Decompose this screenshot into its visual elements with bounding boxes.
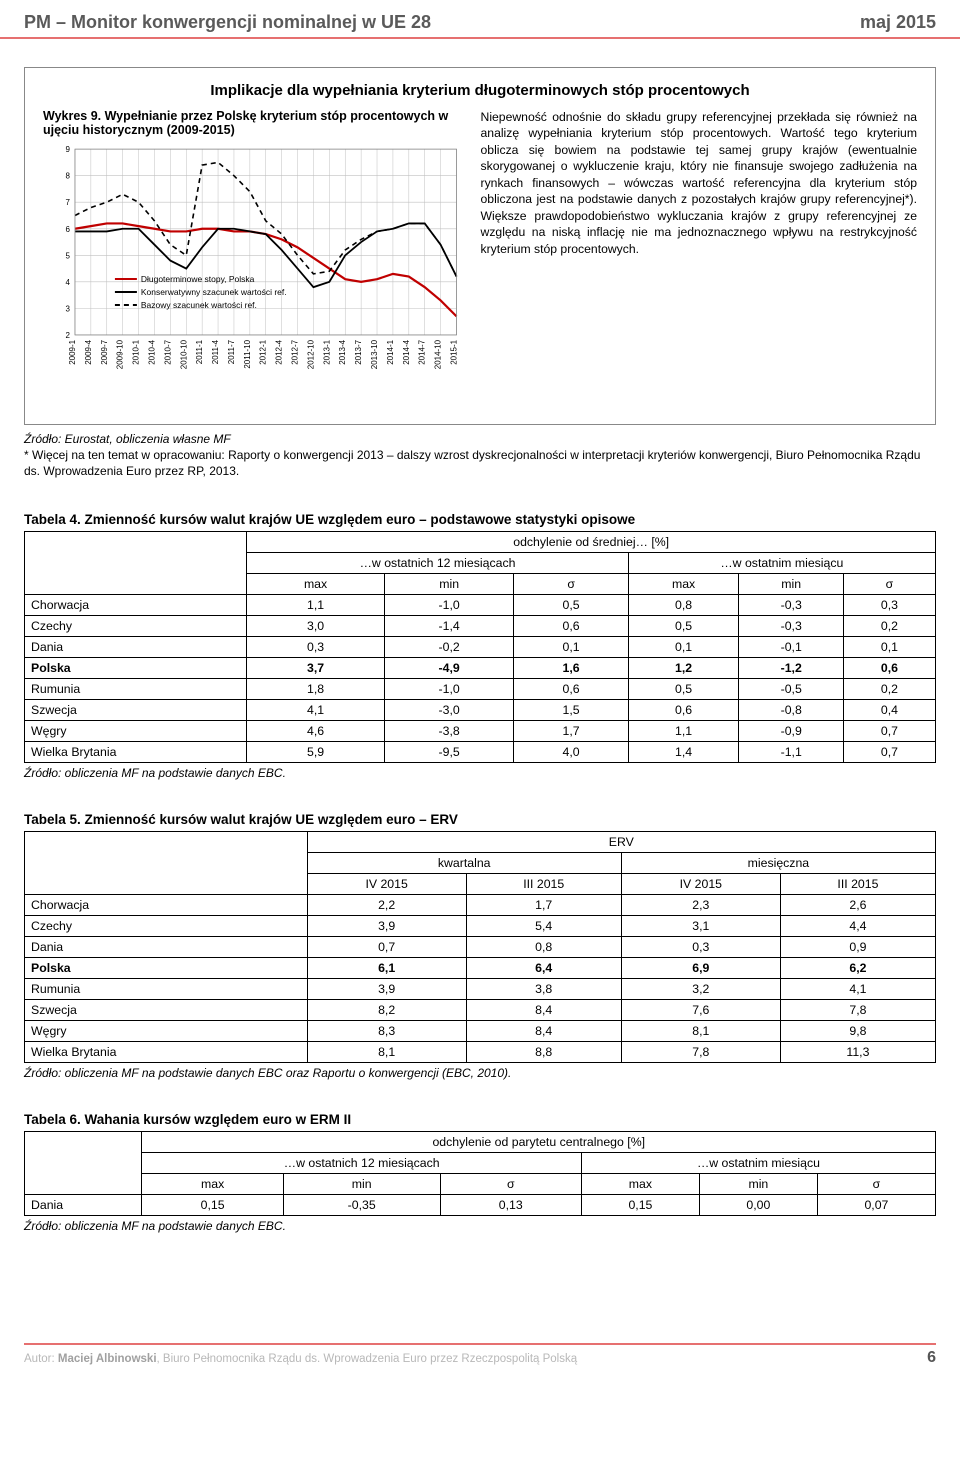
svg-text:2010-10: 2010-10 [179, 339, 188, 369]
svg-text:Bazowy szacunek wartości ref.: Bazowy szacunek wartości ref. [141, 300, 257, 310]
page-footer: Autor: Maciej Albinowski, Biuro Pełnomoc… [0, 1343, 960, 1381]
svg-text:2012-7: 2012-7 [291, 339, 300, 364]
table6: odchylenie od parytetu centralnego [%]…w… [24, 1131, 936, 1216]
footer-suffix: , Biuro Pełnomocnika Rządu ds. Wprowadze… [157, 1353, 578, 1365]
table5: ERVkwartalnamiesięcznaIV 2015III 2015IV … [24, 831, 936, 1063]
line-chart: 2 3 4 5 6 7 8 9 2009-1 2009-4 2009-7 2009-10 2010-1 2… [43, 143, 463, 403]
page-header: PM – Monitor konwergencji nominalnej w U… [0, 0, 960, 39]
svg-text:Konserwatywny szacunek wartośc: Konserwatywny szacunek wartości ref. [141, 287, 287, 297]
chart-caption: Wykres 9. Wypełnianie przez Polskę kryte… [43, 109, 463, 137]
svg-text:7: 7 [66, 198, 71, 207]
svg-text:2013-7: 2013-7 [354, 339, 363, 364]
svg-text:8: 8 [66, 172, 71, 181]
svg-text:2: 2 [66, 331, 71, 340]
svg-text:2011-4: 2011-4 [211, 339, 220, 364]
svg-text:2013-1: 2013-1 [322, 339, 331, 364]
header-title: PM – Monitor konwergencji nominalnej w U… [24, 12, 431, 33]
svg-text:4: 4 [66, 278, 71, 287]
svg-text:2011-7: 2011-7 [227, 339, 236, 364]
svg-text:2014-10: 2014-10 [434, 339, 443, 369]
svg-text:2012-10: 2012-10 [306, 339, 315, 369]
header-date: maj 2015 [860, 12, 936, 33]
chart-column: Wykres 9. Wypełnianie przez Polskę kryte… [43, 109, 463, 408]
table4-title: Tabela 4. Zmienność kursów walut krajów … [24, 512, 936, 527]
table5-title: Tabela 5. Zmienność kursów walut krajów … [24, 812, 936, 827]
svg-text:2014-4: 2014-4 [402, 339, 411, 364]
svg-text:3: 3 [66, 304, 71, 313]
table6-title: Tabela 6. Wahania kursów względem euro w… [24, 1112, 936, 1127]
page-number: 6 [927, 1349, 936, 1367]
svg-text:2011-1: 2011-1 [195, 339, 204, 364]
source-note: Źródło: Eurostat, obliczenia własne MF *… [24, 431, 936, 480]
table4: odchylenie od średniej… [%]…w ostatnich … [24, 531, 936, 763]
table5-note: Źródło: obliczenia MF na podstawie danyc… [24, 1066, 936, 1080]
svg-text:2009-1: 2009-1 [68, 339, 77, 364]
svg-text:2009-4: 2009-4 [84, 339, 93, 364]
svg-text:2010-1: 2010-1 [132, 339, 141, 364]
svg-text:Długoterminowe stopy, Polska: Długoterminowe stopy, Polska [141, 274, 255, 284]
chart-row: Wykres 9. Wypełnianie przez Polskę kryte… [43, 109, 917, 408]
svg-text:2009-10: 2009-10 [116, 339, 125, 369]
svg-text:2013-10: 2013-10 [370, 339, 379, 369]
table5-block: Tabela 5. Zmienność kursów walut krajów … [24, 812, 936, 1080]
footer-text: Autor: Maciej Albinowski, Biuro Pełnomoc… [24, 1353, 577, 1365]
footer-author: Maciej Albinowski [58, 1353, 157, 1365]
table6-note: Źródło: obliczenia MF na podstawie danyc… [24, 1219, 936, 1233]
table4-note: Źródło: obliczenia MF na podstawie danyc… [24, 766, 936, 780]
svg-text:9: 9 [66, 145, 71, 154]
svg-text:6: 6 [66, 225, 71, 234]
svg-text:2009-7: 2009-7 [100, 339, 109, 364]
source-line1: Źródło: Eurostat, obliczenia własne MF [24, 432, 231, 446]
footer-prefix: Autor: [24, 1353, 58, 1365]
svg-text:2010-7: 2010-7 [163, 339, 172, 364]
svg-text:2011-10: 2011-10 [243, 339, 252, 368]
svg-text:5: 5 [66, 251, 71, 260]
table4-block: Tabela 4. Zmienność kursów walut krajów … [24, 512, 936, 780]
section-title: Implikacje dla wypełniania kryterium dłu… [43, 82, 917, 99]
svg-text:2015-1: 2015-1 [450, 339, 459, 364]
svg-text:2014-7: 2014-7 [418, 339, 427, 364]
source-line2: * Więcej na ten temat w opracowaniu: Rap… [24, 448, 920, 478]
svg-text:2014-1: 2014-1 [386, 339, 395, 364]
section-box: Implikacje dla wypełniania kryterium dłu… [24, 67, 936, 425]
svg-text:2010-4: 2010-4 [147, 339, 156, 364]
svg-text:2012-1: 2012-1 [259, 339, 268, 364]
svg-text:2013-4: 2013-4 [338, 339, 347, 364]
svg-text:2012-4: 2012-4 [275, 339, 284, 364]
paragraph: Niepewność odnośnie do składu grupy refe… [481, 109, 917, 408]
footer-line: Autor: Maciej Albinowski, Biuro Pełnomoc… [24, 1343, 936, 1367]
table6-block: Tabela 6. Wahania kursów względem euro w… [24, 1112, 936, 1233]
